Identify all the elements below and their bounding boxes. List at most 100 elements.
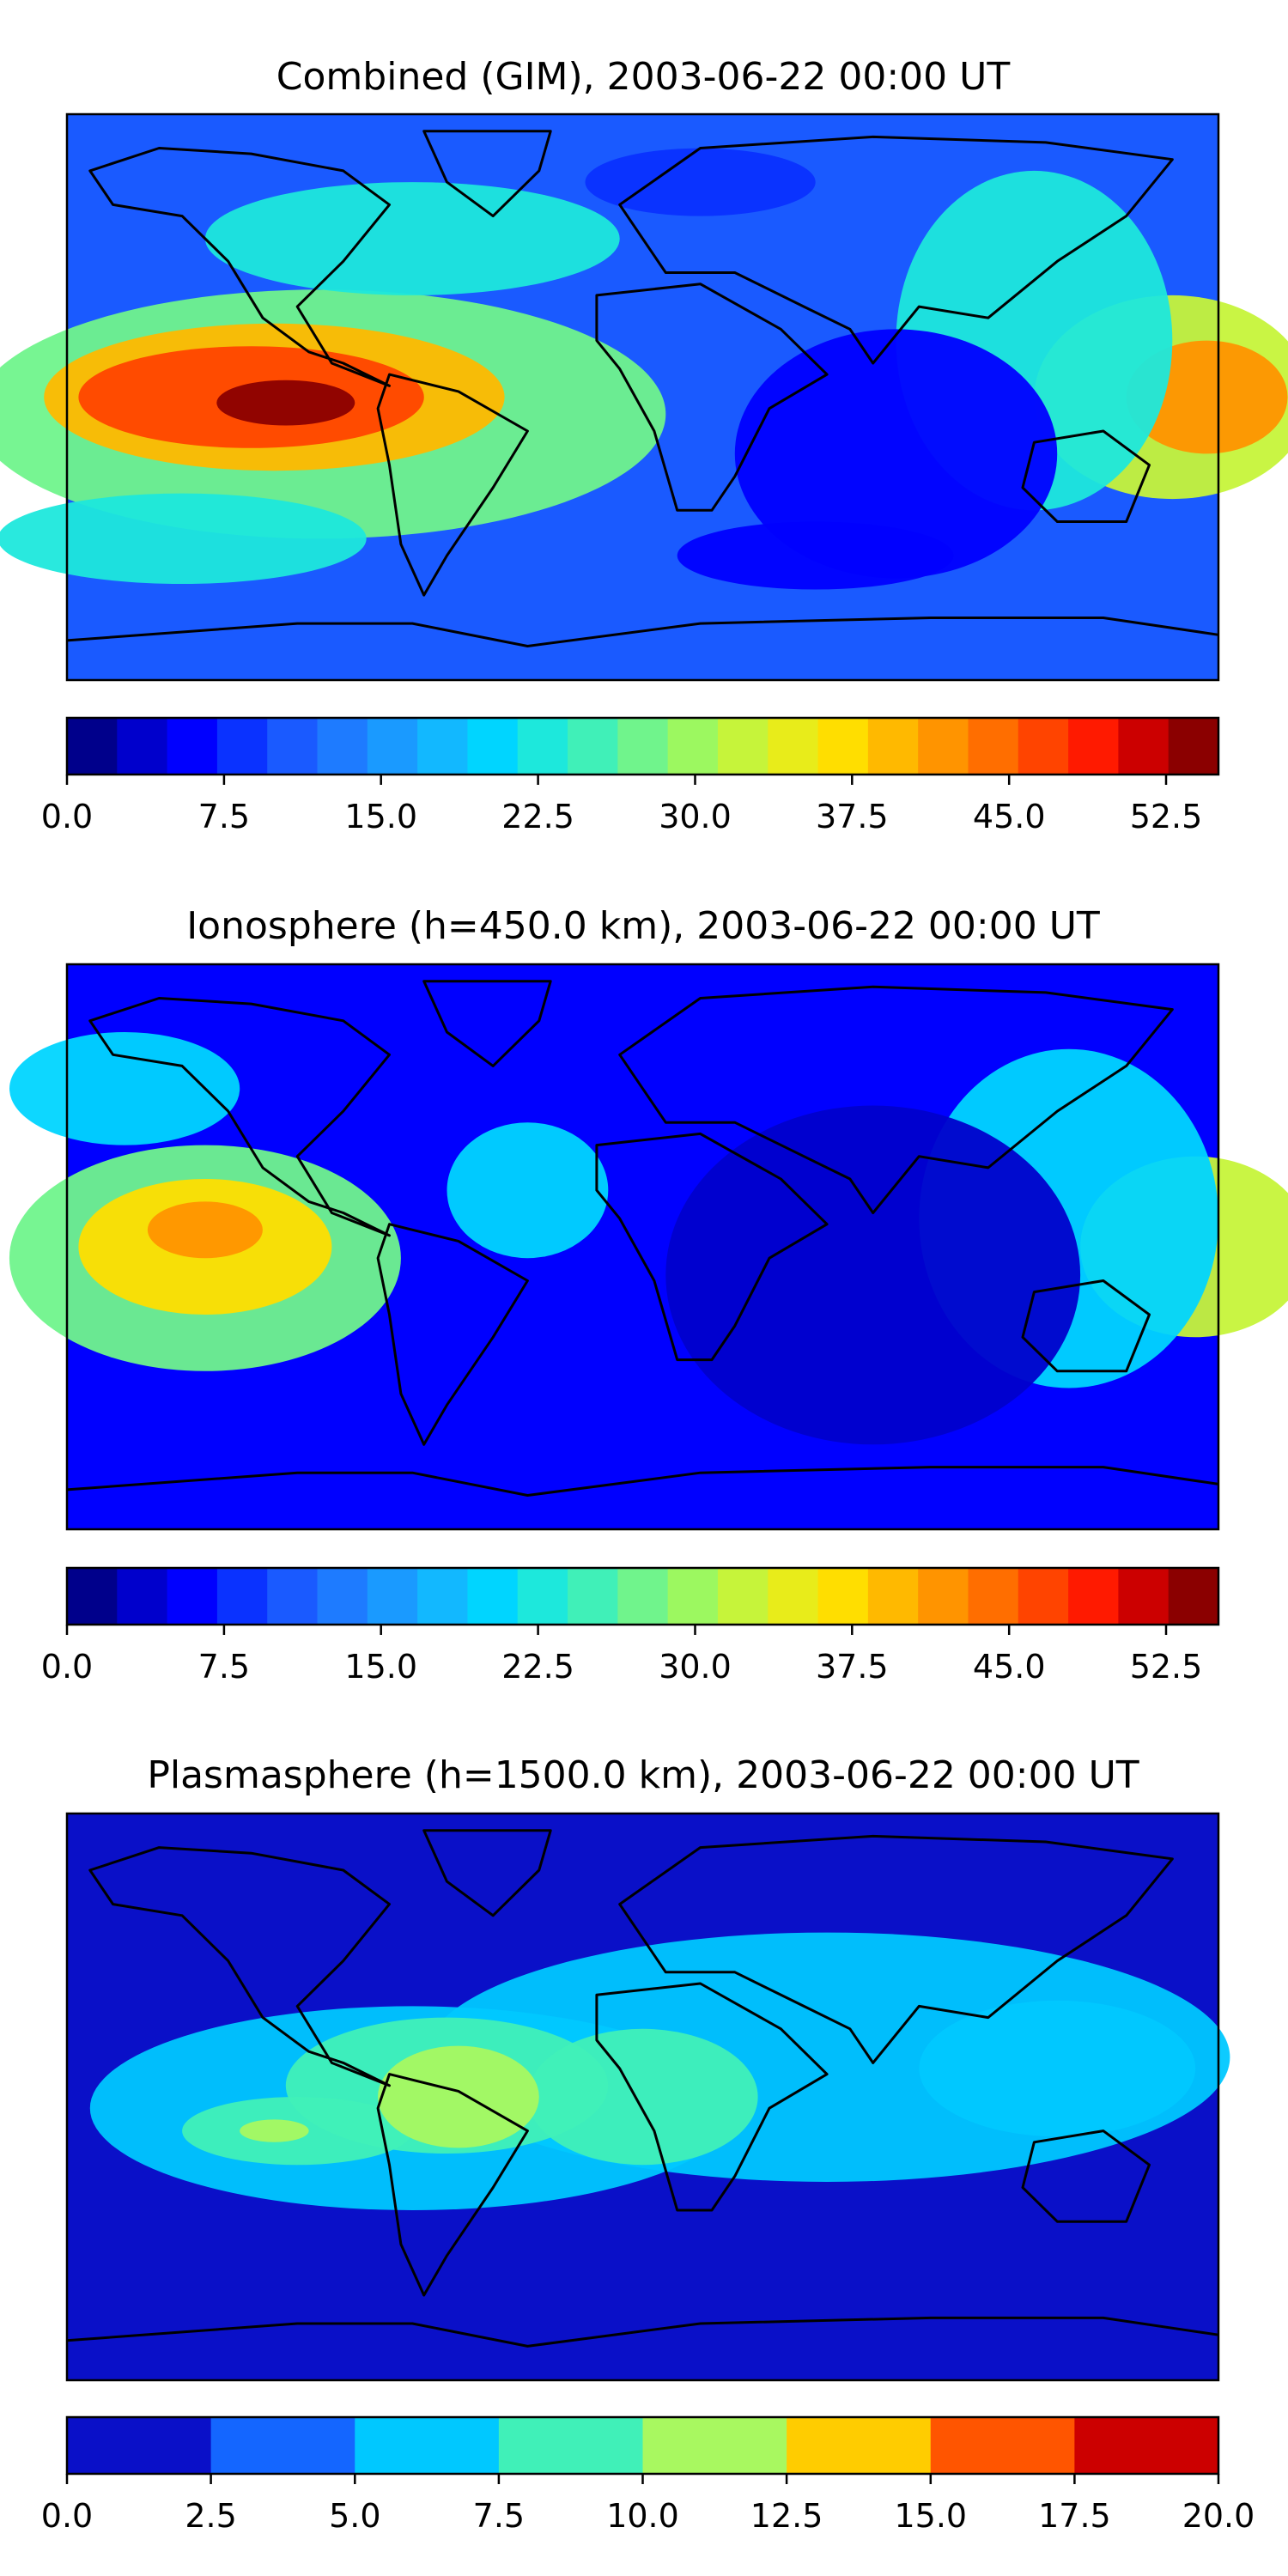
colorbar-tick-label: 12.5 [750, 2497, 823, 2535]
colorbar-step [667, 1568, 719, 1625]
colorbar-step [1068, 718, 1119, 775]
coastline [376, 373, 529, 597]
colorbar-step [467, 718, 519, 775]
coastlines [66, 130, 1219, 647]
coastline [88, 1846, 391, 2087]
colorbar-tick-label: 30.0 [659, 798, 732, 835]
colorbar-step [367, 718, 418, 775]
tec-contours [89, 1932, 1230, 2210]
contour-region [378, 2045, 539, 2148]
colorbar-step [568, 718, 618, 775]
colorbar-tick-label: 17.5 [1038, 2497, 1111, 2535]
colorbar-steps [67, 718, 1219, 775]
colorbar-step [467, 1568, 519, 1625]
colorbar-step [367, 1568, 418, 1625]
colorbar-tick-label: 0.0 [41, 798, 93, 835]
colorbar-tick-label: 2.5 [185, 2497, 236, 2535]
colorbar: 0.0 2.5 5.0 7.5 10.0 12.5 15.0 17.5 20.0 [41, 2415, 1255, 2535]
coastlines [66, 980, 1219, 1497]
coastline [595, 283, 829, 512]
colorbar-step [717, 1568, 769, 1625]
contour-region [147, 1201, 263, 1259]
colorbar: 0.0 7.5 15.0 22.5 30.0 37.5 45.0 52.5 [41, 1566, 1220, 1686]
colorbar-step [918, 718, 969, 775]
colorbar-step [867, 718, 919, 775]
colorbar-step [787, 2417, 932, 2474]
colorbar-tick-label: 15.0 [344, 798, 417, 835]
coastline [618, 985, 1174, 1214]
coastlines [66, 1829, 1219, 2348]
tec-contours [9, 1032, 1288, 1445]
colorbar-step [216, 1568, 268, 1625]
contour-region [204, 182, 620, 295]
colorbar-tick-label: 0.0 [41, 1648, 93, 1686]
map-area [9, 963, 1288, 1531]
colorbar-tick-label: 30.0 [659, 1648, 732, 1686]
coastline [376, 2073, 529, 2297]
colorbar-step [117, 718, 168, 775]
colorbar-step [1118, 718, 1170, 775]
colorbar-step [1074, 2417, 1219, 2474]
colorbar-step [968, 1568, 1019, 1625]
contour-region [0, 493, 367, 584]
coastline [422, 130, 552, 218]
map-frame [65, 112, 1220, 682]
colorbar-step [317, 1568, 368, 1625]
colorbar-tick-label: 22.5 [501, 798, 574, 835]
colorbar-step [67, 718, 118, 775]
colorbar-step [67, 2417, 212, 2474]
map-frame [65, 1812, 1220, 2382]
colorbar-tick-label: 37.5 [816, 798, 889, 835]
colorbar-tick-label: 52.5 [1130, 798, 1203, 835]
contour-region [216, 380, 355, 426]
map-area [0, 112, 1288, 682]
colorbar-tick-label: 15.0 [344, 1648, 417, 1686]
colorbar-step [117, 1568, 168, 1625]
colorbar-step [617, 1568, 669, 1625]
colorbar-step [1118, 1568, 1170, 1625]
panel-title: Ionosphere (h=450.0 km), 2003-06-22 00:0… [186, 904, 1100, 948]
colorbar-step [717, 718, 769, 775]
coastline [1021, 429, 1151, 523]
colorbar-tick-label: 0.0 [41, 2497, 93, 2535]
colorbar-step [1018, 718, 1069, 775]
contour-region [527, 2028, 758, 2166]
colorbar-step [317, 718, 368, 775]
colorbar-ticks: 0.0 2.5 5.0 7.5 10.0 12.5 15.0 17.5 20.0 [41, 2474, 1255, 2535]
colorbar-tick-label: 52.5 [1130, 1648, 1203, 1686]
colorbar-step [267, 1568, 319, 1625]
map-frame [65, 963, 1220, 1531]
panel-title: Combined (GIM), 2003-06-22 00:00 UT [276, 55, 1011, 99]
colorbar-step [768, 718, 819, 775]
colorbar-step [417, 718, 469, 775]
colorbar-step [167, 1568, 218, 1625]
coastline [422, 1829, 552, 1917]
colorbar-step [216, 718, 268, 775]
colorbar-ticks: 0.0 7.5 15.0 22.5 30.0 37.5 45.0 52.5 [41, 1625, 1203, 1686]
coastline [66, 2316, 1219, 2348]
colorbar-steps [67, 2417, 1219, 2474]
colorbar-step [867, 1568, 919, 1625]
colorbar-step [1168, 718, 1219, 775]
colorbar-tick-label: 7.5 [473, 2497, 525, 2535]
coastline [422, 980, 552, 1067]
colorbar-frame [65, 716, 1220, 776]
contour-region [734, 329, 1058, 579]
panel-combined: Combined (GIM), 2003-06-22 00:00 UT 0.0 7… [0, 55, 1288, 835]
colorbar-tick-label: 20.0 [1182, 2497, 1255, 2535]
colorbar-step [817, 718, 869, 775]
colorbar-step [417, 1568, 469, 1625]
colorbar-frame [65, 1566, 1220, 1626]
colorbar-step [918, 1568, 969, 1625]
colorbar-step [568, 1568, 618, 1625]
contour-region [240, 2119, 309, 2142]
colorbar-step [1168, 1568, 1219, 1625]
colorbar-step [768, 1568, 819, 1625]
colorbar-step [517, 718, 568, 775]
coastline [88, 147, 391, 387]
coastline [595, 1982, 829, 2212]
contour-region [919, 2000, 1196, 2137]
colorbar-step [267, 718, 319, 775]
colorbar-step [498, 2417, 644, 2474]
